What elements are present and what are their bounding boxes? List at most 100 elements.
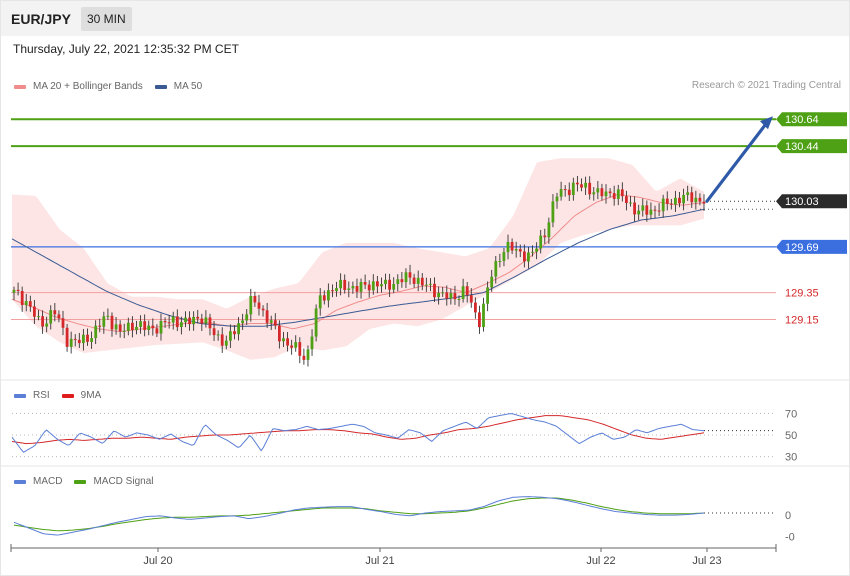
candle-body: [441, 292, 445, 294]
candle-body: [465, 286, 469, 296]
candle-body: [245, 314, 249, 321]
candle-body: [77, 339, 81, 344]
candle-body: [33, 306, 36, 317]
last-price-tag: [776, 194, 847, 209]
candle-body: [208, 317, 212, 329]
candle-body: [12, 289, 16, 293]
candle-body: [633, 202, 636, 215]
candle-body: [184, 317, 187, 323]
candle-body: [322, 295, 326, 301]
candle-body: [567, 189, 571, 196]
support-level-label: 129.15: [785, 315, 819, 327]
candle-body: [396, 279, 400, 284]
candle-body: [457, 299, 461, 300]
candle-body: [669, 203, 673, 205]
candle-body: [518, 249, 522, 252]
candle-body: [531, 251, 534, 253]
candle-body: [126, 322, 130, 331]
candle-body: [151, 325, 155, 329]
candle-body: [351, 286, 355, 289]
rsi-legend: RSI 9MA: [14, 390, 113, 401]
candle-body: [286, 338, 289, 346]
support-level-label: 129.35: [785, 288, 819, 300]
ma50-legend-label: MA 50: [173, 81, 203, 92]
candle-body: [494, 261, 498, 277]
candle-body: [318, 295, 322, 309]
candle-body: [37, 316, 40, 318]
rsi-legend-label: RSI: [33, 390, 50, 401]
candle-body: [461, 286, 465, 299]
candle-body: [180, 322, 183, 327]
candle-body: [571, 182, 575, 195]
chart-header: EUR/JPY 30 MIN: [1, 1, 849, 36]
candle-body: [339, 279, 342, 289]
candle-body: [420, 277, 424, 286]
candle-body: [49, 310, 53, 324]
candle-body: [392, 284, 396, 290]
candle-body: [629, 202, 632, 204]
candle-body: [347, 288, 351, 290]
candle-body: [192, 316, 195, 325]
candle-body: [686, 192, 690, 195]
forecast-arrow: [705, 123, 767, 203]
candle-body: [216, 334, 220, 336]
candle-body: [596, 188, 600, 193]
timeframe-button[interactable]: 30 MIN: [81, 7, 132, 31]
candle-body: [278, 325, 281, 342]
candle-body: [188, 317, 191, 325]
candle-body: [233, 331, 236, 335]
candle-body: [408, 272, 412, 278]
candle-body: [665, 198, 669, 204]
ma20-legend-swatch: [14, 84, 26, 89]
candle-body: [641, 205, 645, 211]
candle-body: [547, 222, 551, 238]
candle-body: [45, 323, 49, 327]
macd-legend: MACD MACD Signal: [14, 476, 165, 487]
candle-body: [580, 184, 583, 188]
rsi-tick-label: 30: [785, 452, 797, 464]
candle-body: [371, 281, 375, 291]
macd-signal-legend-swatch: [74, 479, 87, 484]
candle-body: [535, 248, 538, 252]
candle-body: [543, 235, 547, 238]
candle-body: [167, 322, 171, 324]
candle-body: [502, 252, 506, 261]
candle-body: [380, 284, 383, 287]
candle-body: [604, 191, 608, 197]
candle-body: [384, 279, 387, 285]
candle-body: [437, 292, 440, 298]
ma50-legend-swatch: [154, 84, 167, 89]
candle-body: [131, 322, 134, 330]
candle-body: [359, 282, 363, 292]
candle-body: [698, 197, 702, 202]
ma20-legend-label: MA 20 + Bollinger Bands: [33, 81, 143, 92]
candle-body: [645, 205, 649, 215]
candle-body: [155, 328, 159, 334]
candle-body: [257, 302, 261, 309]
candle-body: [661, 198, 665, 212]
candle-body: [204, 317, 208, 324]
candle-body: [224, 340, 228, 346]
candle-body: [171, 316, 175, 323]
macd-signal-line: [13, 497, 705, 532]
candle-body: [514, 249, 518, 251]
chart-datetime: Thursday, July 22, 2021 12:35:32 PM CET: [13, 42, 239, 56]
candle-body: [412, 277, 416, 284]
rsi-ma-legend-swatch: [61, 393, 74, 398]
rsi-ma-line: [11, 415, 705, 445]
rsi-tick-label: 50: [785, 430, 797, 442]
x-axis-tick-label: Jul 22: [586, 555, 615, 567]
macd-line: [13, 496, 705, 536]
candle-body: [363, 282, 367, 285]
candle-body: [702, 201, 706, 204]
candle-body: [469, 295, 473, 303]
candle-body: [16, 289, 20, 291]
forecast-arrowhead: [760, 116, 773, 130]
candle-body: [551, 201, 555, 223]
candle-body: [69, 338, 73, 347]
target-level-tag-text: 130.64: [785, 114, 819, 126]
x-axis-tick-label: Jul 21: [365, 555, 394, 567]
candle-body: [73, 338, 77, 340]
candle-body: [510, 242, 514, 251]
